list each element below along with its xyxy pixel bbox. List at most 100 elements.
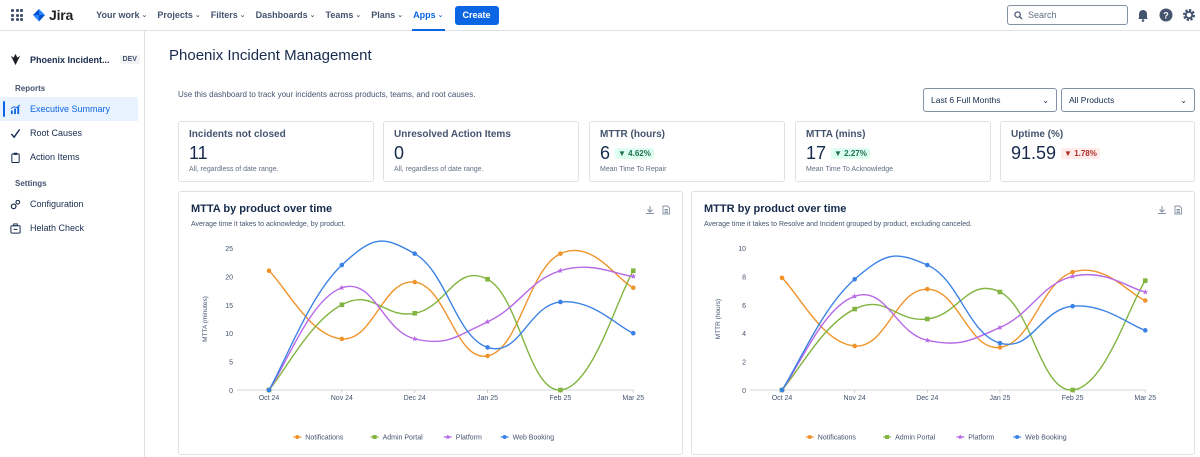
sidebar-item-executive-summary[interactable]: Executive Summary xyxy=(0,97,138,121)
data-point-platform[interactable] xyxy=(411,335,418,342)
data-point-notifications[interactable] xyxy=(412,279,418,285)
product-select[interactable]: All Products ⌄ xyxy=(1061,88,1195,112)
data-point-web-booking[interactable] xyxy=(339,262,345,268)
env-badge: DEV xyxy=(119,55,140,64)
nav-projects[interactable]: Projects ⌄ xyxy=(157,10,201,20)
sidebar-item-root-causes[interactable]: Root Causes xyxy=(0,121,144,145)
data-point-web-booking[interactable] xyxy=(630,330,636,336)
data-point-notifications[interactable] xyxy=(485,353,490,359)
help-icon[interactable]: ? xyxy=(1159,8,1173,22)
data-point-web-booking[interactable] xyxy=(266,387,272,393)
legend-label[interactable]: Platform xyxy=(456,435,482,442)
legend-label[interactable]: Admin Portal xyxy=(383,435,424,442)
product-value: All Products xyxy=(1069,95,1115,105)
date-range-select[interactable]: Last 6 Full Months ⌄ xyxy=(923,88,1057,112)
document-icon[interactable] xyxy=(661,205,671,215)
jira-logo[interactable]: Jira xyxy=(33,7,73,23)
download-icon[interactable] xyxy=(645,205,655,215)
app-switcher-icon[interactable] xyxy=(11,9,23,21)
data-point-notifications[interactable] xyxy=(997,345,1003,350)
data-point-admin-portal[interactable] xyxy=(925,316,930,322)
stat-card-mtta: MTTA (mins) 17 ▼ 2.27% Mean Time To Ackno… xyxy=(795,121,991,182)
legend-label[interactable]: Notifications xyxy=(305,435,344,442)
chevron-down-icon: ⌄ xyxy=(239,12,246,19)
data-point-notifications[interactable] xyxy=(266,268,272,274)
data-point-platform[interactable] xyxy=(851,293,858,299)
settings-gear-icon[interactable] xyxy=(1182,8,1196,22)
data-point-notifications[interactable] xyxy=(1070,269,1075,275)
data-point-web-booking[interactable] xyxy=(558,299,563,305)
data-point-platform[interactable] xyxy=(1069,273,1076,279)
y-tick-label: 2 xyxy=(742,360,746,367)
chevron-down-icon: ⌄ xyxy=(194,12,201,19)
data-point-web-booking[interactable] xyxy=(925,262,930,268)
document-icon[interactable] xyxy=(1173,205,1183,215)
download-icon[interactable] xyxy=(1157,205,1167,215)
nav-dashboards[interactable]: Dashboards ⌄ xyxy=(255,10,316,20)
create-button[interactable]: Create xyxy=(454,5,499,25)
legend-label[interactable]: Notifications xyxy=(818,435,857,442)
project-header[interactable]: Phoenix Incident... DEV xyxy=(0,31,144,66)
data-point-notifications[interactable] xyxy=(1142,298,1148,303)
chart-icon xyxy=(10,104,21,114)
search-placeholder: Search xyxy=(1028,10,1057,20)
data-point-admin-portal[interactable] xyxy=(1070,387,1075,393)
data-point-platform[interactable] xyxy=(339,284,345,291)
data-point-web-booking[interactable] xyxy=(852,276,857,282)
data-point-admin-portal[interactable] xyxy=(1142,278,1148,283)
data-point-web-booking[interactable] xyxy=(485,345,490,350)
data-point-admin-portal[interactable] xyxy=(558,387,563,393)
data-point-admin-portal[interactable] xyxy=(852,306,857,312)
stat-value: 91.59 xyxy=(1011,143,1057,163)
nav-apps[interactable]: Apps ⌄ xyxy=(408,0,448,31)
data-point-notifications[interactable] xyxy=(852,343,857,349)
data-point-web-booking[interactable] xyxy=(412,251,418,256)
y-tick-label: 4 xyxy=(742,331,746,338)
data-point-web-booking[interactable] xyxy=(1070,303,1075,309)
legend-label[interactable]: Admin Portal xyxy=(895,435,936,442)
data-point-platform[interactable] xyxy=(557,267,564,274)
data-point-admin-portal[interactable] xyxy=(630,268,636,274)
chart-title: MTTR by product over time xyxy=(704,203,847,215)
legend-label[interactable]: Web Booking xyxy=(513,435,555,442)
data-point-notifications[interactable] xyxy=(339,336,345,342)
sidebar-item-action-items[interactable]: Action Items xyxy=(0,145,144,169)
stat-value: 17 xyxy=(806,143,827,163)
project-name: Phoenix Incident... xyxy=(30,54,110,65)
data-point-web-booking[interactable] xyxy=(779,387,785,393)
legend-label[interactable]: Web Booking xyxy=(1025,435,1067,442)
data-point-admin-portal[interactable] xyxy=(339,302,345,308)
nav-plans[interactable]: Plans ⌄ xyxy=(371,10,404,20)
sidebar-item-label: Action Items xyxy=(30,152,80,162)
data-point-admin-portal[interactable] xyxy=(997,289,1003,295)
data-point-notifications[interactable] xyxy=(558,251,563,256)
nav-teams[interactable]: Teams ⌄ xyxy=(325,10,362,20)
data-point-platform[interactable] xyxy=(1142,289,1149,295)
notifications-icon[interactable] xyxy=(1136,8,1150,22)
data-point-platform[interactable] xyxy=(924,337,931,343)
data-point-platform[interactable] xyxy=(997,324,1003,330)
data-point-notifications[interactable] xyxy=(779,275,785,281)
data-point-web-booking[interactable] xyxy=(997,340,1003,346)
chevron-down-icon: ⌄ xyxy=(355,12,362,19)
data-point-notifications[interactable] xyxy=(630,285,636,291)
nav-your-work[interactable]: Your work ⌄ xyxy=(96,10,148,20)
data-point-admin-portal[interactable] xyxy=(485,276,490,282)
legend-label[interactable]: Platform xyxy=(968,435,994,442)
legend-marker xyxy=(885,435,890,439)
sidebar-item-health-check[interactable]: Helath Check xyxy=(0,216,144,240)
data-point-platform[interactable] xyxy=(484,318,491,325)
data-point-notifications[interactable] xyxy=(925,286,930,292)
clipboard-icon xyxy=(11,152,20,163)
stat-subtitle: All, regardless of date range. xyxy=(394,166,484,173)
data-point-admin-portal[interactable] xyxy=(412,311,418,316)
stat-label: MTTA (mins) xyxy=(806,129,866,140)
sidebar-item-configuration[interactable]: Configuration xyxy=(0,192,144,216)
nav-filters[interactable]: Filters ⌄ xyxy=(210,10,246,20)
data-point-platform[interactable] xyxy=(630,273,637,279)
x-tick-label: Dec 24 xyxy=(916,395,938,402)
svg-text:?: ? xyxy=(1163,10,1169,20)
search-input[interactable]: Search xyxy=(1007,5,1128,25)
stat-label: Incidents not closed xyxy=(189,129,286,140)
data-point-web-booking[interactable] xyxy=(1142,328,1148,333)
